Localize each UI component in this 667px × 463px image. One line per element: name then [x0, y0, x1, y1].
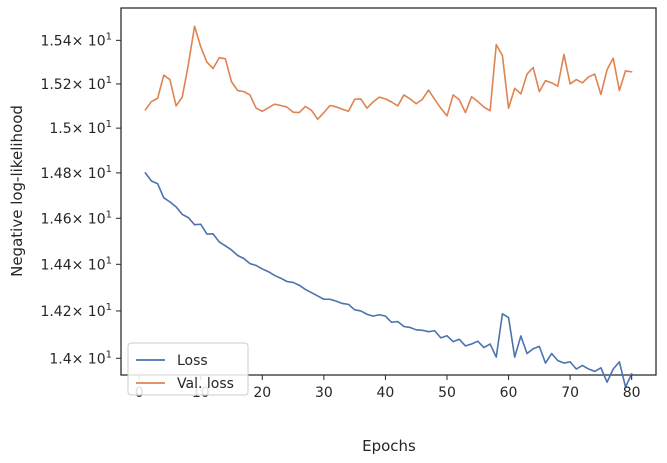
x-tick-label: 40 [377, 385, 395, 401]
x-tick-label: 70 [561, 385, 579, 401]
y-tick-label: 1.52× 101 [40, 75, 112, 93]
series-layer [144, 25, 633, 388]
y-tick-label: 1.46× 101 [40, 209, 112, 227]
plot-border [120, 7, 657, 376]
y-tick-label: 1.42× 101 [40, 302, 112, 320]
legend-entry: Val. loss [177, 376, 234, 392]
legend-box [127, 342, 249, 396]
legend: Loss Val. loss [127, 342, 249, 396]
series-line-2 [144, 25, 633, 121]
y-tick-label: 1.44× 101 [40, 255, 112, 273]
plot-area [120, 7, 657, 376]
x-tick-label: 30 [315, 385, 333, 401]
x-tick-label: 50 [438, 385, 456, 401]
series-line-1 [144, 172, 633, 388]
x-tick-label: 20 [253, 385, 271, 401]
y-tick-label: 1.5× 101 [49, 119, 112, 137]
y-tick-label: 1.54× 101 [40, 31, 112, 49]
x-tick-label: 80 [623, 385, 641, 401]
y-axis: 1.4× 101 1.42× 101 1.44× 101 1.46× 101 1.48×… [40, 31, 121, 367]
y-axis-label: Negative log-likelihood [8, 105, 26, 277]
x-axis-label: Epochs [362, 437, 416, 455]
y-tick-label: 1.4× 101 [49, 349, 112, 367]
x-tick-label: 60 [500, 385, 518, 401]
legend-entry: Loss [177, 353, 208, 369]
y-tick-label: 1.48× 101 [40, 164, 112, 182]
